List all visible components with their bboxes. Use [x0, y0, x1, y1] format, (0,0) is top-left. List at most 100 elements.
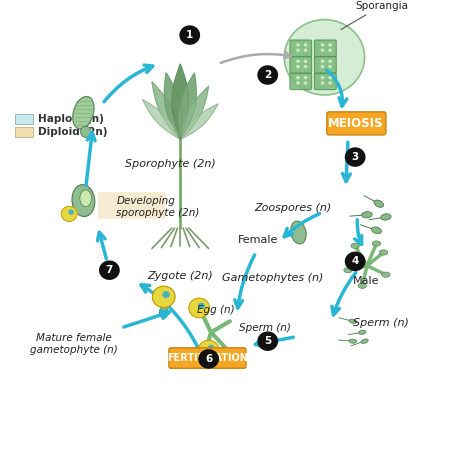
- Circle shape: [61, 206, 77, 222]
- FancyBboxPatch shape: [169, 348, 246, 368]
- Text: 3: 3: [352, 152, 359, 162]
- Ellipse shape: [72, 185, 95, 217]
- Text: Developing
sporophyte (2n): Developing sporophyte (2n): [117, 196, 200, 218]
- Circle shape: [320, 81, 324, 85]
- Circle shape: [284, 20, 365, 95]
- FancyBboxPatch shape: [15, 127, 33, 137]
- Circle shape: [345, 147, 365, 167]
- Circle shape: [328, 48, 332, 52]
- Circle shape: [304, 81, 308, 85]
- Ellipse shape: [358, 283, 366, 288]
- Circle shape: [328, 76, 332, 80]
- Circle shape: [320, 76, 324, 80]
- Polygon shape: [172, 64, 189, 139]
- Ellipse shape: [80, 190, 91, 207]
- Text: MEIOSIS: MEIOSIS: [328, 117, 384, 130]
- Circle shape: [296, 43, 300, 46]
- Text: FERTILIZATION: FERTILIZATION: [167, 353, 247, 363]
- Ellipse shape: [374, 200, 383, 207]
- Text: Egg (n): Egg (n): [197, 305, 235, 315]
- Text: Haploid (n): Haploid (n): [37, 114, 103, 124]
- Text: Sperm (n): Sperm (n): [353, 318, 409, 329]
- FancyBboxPatch shape: [15, 114, 33, 124]
- Text: 2: 2: [264, 70, 271, 80]
- Text: Zygote (2n): Zygote (2n): [147, 271, 213, 281]
- Text: 7: 7: [106, 265, 113, 275]
- Circle shape: [179, 25, 200, 45]
- Circle shape: [320, 48, 324, 52]
- FancyBboxPatch shape: [290, 56, 312, 73]
- Circle shape: [198, 340, 219, 360]
- Circle shape: [296, 65, 300, 68]
- Text: Sporophyte (2n): Sporophyte (2n): [126, 159, 216, 169]
- Ellipse shape: [379, 250, 388, 255]
- Ellipse shape: [291, 221, 306, 244]
- Text: Mature female
gametophyte (n): Mature female gametophyte (n): [30, 333, 118, 355]
- Ellipse shape: [344, 268, 352, 273]
- Circle shape: [304, 65, 308, 68]
- Circle shape: [198, 349, 219, 369]
- Circle shape: [345, 252, 365, 271]
- Polygon shape: [179, 73, 196, 139]
- Circle shape: [99, 260, 120, 280]
- Ellipse shape: [372, 241, 381, 246]
- Circle shape: [328, 65, 332, 68]
- Text: Sporangia: Sporangia: [341, 1, 408, 30]
- Circle shape: [304, 43, 308, 46]
- Circle shape: [68, 209, 74, 215]
- Circle shape: [320, 65, 324, 68]
- FancyBboxPatch shape: [327, 112, 386, 135]
- FancyBboxPatch shape: [290, 40, 312, 57]
- Circle shape: [328, 81, 332, 85]
- Text: Female: Female: [238, 236, 278, 246]
- Ellipse shape: [381, 214, 391, 220]
- Circle shape: [320, 60, 324, 63]
- Text: 5: 5: [264, 336, 271, 346]
- Ellipse shape: [349, 319, 356, 324]
- Text: 1: 1: [186, 30, 193, 40]
- Text: 6: 6: [205, 354, 212, 364]
- FancyBboxPatch shape: [98, 192, 165, 219]
- Text: Gametophytes (n): Gametophytes (n): [222, 273, 323, 283]
- Circle shape: [304, 76, 308, 80]
- Text: Diploid (2n): Diploid (2n): [37, 127, 107, 137]
- Polygon shape: [143, 99, 180, 139]
- Circle shape: [257, 65, 278, 85]
- Circle shape: [304, 60, 308, 63]
- Ellipse shape: [372, 227, 382, 234]
- Circle shape: [208, 345, 214, 351]
- Text: 4: 4: [351, 256, 359, 266]
- Text: Zoospores (n): Zoospores (n): [254, 203, 331, 213]
- FancyBboxPatch shape: [315, 56, 336, 73]
- Polygon shape: [180, 86, 209, 139]
- Text: Male: Male: [353, 276, 379, 286]
- Circle shape: [296, 48, 300, 52]
- Circle shape: [296, 81, 300, 85]
- Polygon shape: [180, 104, 218, 139]
- FancyBboxPatch shape: [290, 73, 312, 90]
- Ellipse shape: [349, 339, 356, 343]
- Circle shape: [328, 43, 332, 46]
- Ellipse shape: [382, 272, 390, 277]
- Ellipse shape: [351, 243, 359, 248]
- Text: Sperm (n): Sperm (n): [239, 323, 291, 333]
- Ellipse shape: [159, 307, 168, 318]
- Circle shape: [328, 60, 332, 63]
- Polygon shape: [164, 73, 182, 139]
- Ellipse shape: [358, 330, 366, 334]
- FancyBboxPatch shape: [315, 40, 336, 57]
- Circle shape: [320, 43, 324, 46]
- Circle shape: [296, 76, 300, 80]
- Circle shape: [198, 303, 205, 309]
- Ellipse shape: [362, 212, 372, 218]
- Polygon shape: [152, 81, 180, 139]
- Circle shape: [257, 331, 278, 351]
- Circle shape: [296, 60, 300, 63]
- Ellipse shape: [73, 96, 94, 129]
- Ellipse shape: [81, 126, 91, 137]
- Circle shape: [189, 298, 210, 318]
- Ellipse shape: [361, 339, 368, 344]
- Circle shape: [153, 286, 175, 308]
- FancyBboxPatch shape: [315, 73, 336, 90]
- Circle shape: [162, 291, 170, 298]
